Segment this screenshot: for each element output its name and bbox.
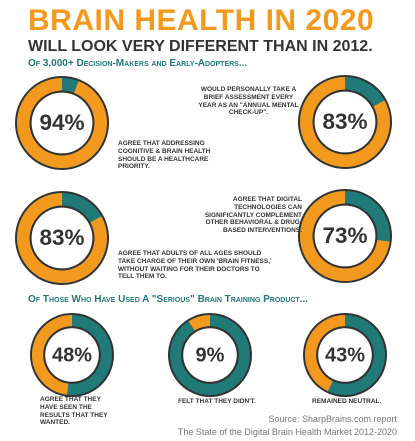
description: AGREE THAT THEY HAVE SEEN THE RESULTS TH… — [40, 396, 108, 427]
donut-center — [31, 92, 93, 154]
donut-center — [318, 328, 372, 382]
section-heading: Of Those Who Have Used A "Serious" Brain… — [28, 294, 309, 305]
donut-value-arc — [32, 315, 73, 395]
donut-center — [31, 207, 93, 269]
donut-center — [45, 328, 99, 382]
percent-label: 73% — [322, 223, 367, 248]
donut-value-arc — [305, 315, 346, 392]
donut-value-arc — [17, 78, 107, 168]
percent-label: 43% — [325, 344, 365, 366]
donut-center — [183, 328, 237, 382]
description: AGREE THAT DIGITAL TECHNOLOGIES CAN SIGN… — [204, 196, 302, 235]
donut-center — [314, 205, 376, 267]
subtitle: WILL LOOK VERY DIFFERENT THAN IN 2012. — [28, 38, 373, 55]
percent-label: 83% — [39, 225, 84, 250]
intro: Of 3,000+ Decision-Makers and Early-Adop… — [28, 58, 248, 69]
description: AGREE THAT ADULTS OF ALL AGES SHOULD TAK… — [118, 250, 272, 281]
donut-center — [314, 91, 376, 153]
title: BRAIN HEALTH IN 2020 — [28, 4, 375, 37]
source: Source: SharpBrains.com report — [268, 414, 397, 424]
percent-label: 83% — [322, 109, 367, 134]
description: WOULD PERSONALLY TAKE A BRIEF ASSESSMENT… — [198, 86, 299, 117]
donut-value-arc — [17, 193, 107, 283]
donut-value-arc — [300, 191, 390, 281]
percent-label: 48% — [52, 344, 92, 366]
description: AGREE THAT ADDRESSING COGNITIVE & BRAIN … — [118, 140, 211, 171]
donut-value-arc — [300, 77, 390, 167]
percent-label: 9% — [196, 344, 225, 366]
description: FELT THAT THEY DIDN'T. — [178, 398, 256, 405]
donut-value-arc — [188, 315, 211, 331]
description: REMAINED NEUTRAL. — [312, 398, 382, 405]
report: The State of the Digital Brain Health Ma… — [177, 427, 397, 437]
percent-label: 94% — [39, 110, 84, 135]
